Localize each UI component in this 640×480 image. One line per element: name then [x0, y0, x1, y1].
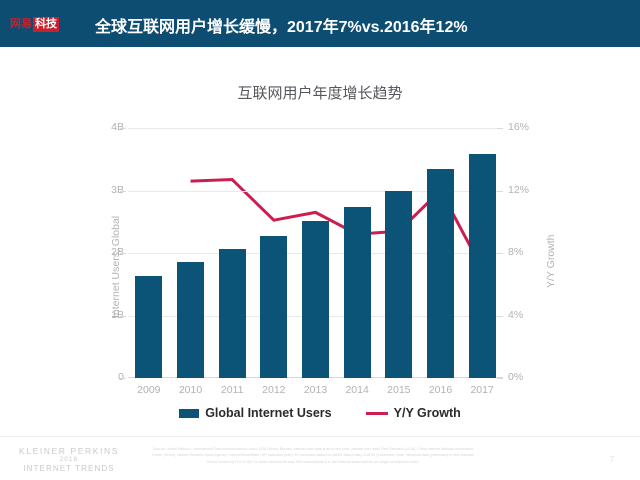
- y-axis-tick-left: 1B: [111, 308, 124, 321]
- x-axis-tick-2010: 2010: [178, 384, 203, 396]
- y-axis-label-right: Y/Y Growth: [545, 234, 557, 289]
- chart-legend: Global Internet Users Y/Y Growth: [0, 406, 640, 420]
- source-note: Source: United Nations / International T…: [151, 447, 475, 464]
- x-axis-tick-2009: 2009: [137, 384, 161, 396]
- y-axis-tick-right: 8%: [508, 246, 524, 258]
- legend-item-bars[interactable]: Global Internet Users: [179, 406, 332, 420]
- y-axis-tick-right: 12%: [508, 183, 530, 196]
- y-axis-tick-mark-left: [120, 128, 126, 129]
- kp-logo-line-3: INTERNET TRENDS: [23, 464, 115, 473]
- y-axis-label-left: Internet Users, Global: [110, 215, 122, 318]
- bar-2015[interactable]: [385, 190, 413, 378]
- x-axis-tick-2014: 2014: [345, 384, 369, 396]
- y-axis-tick-mark-right: [497, 128, 503, 129]
- y-axis-tick-right: 0%: [508, 371, 524, 383]
- x-axis-tick-2012: 2012: [262, 384, 286, 396]
- x-axis-tick-2015: 2015: [387, 384, 411, 396]
- bar-2017[interactable]: [468, 154, 496, 378]
- netease-tech-logo: 网易 科技: [10, 17, 59, 32]
- y-axis-tick-left: 4B: [111, 121, 124, 133]
- header-bar: 网易 科技 全球互联网用户增长缓慢，2017年7%vs.2016年12%: [0, 0, 640, 47]
- kleiner-perkins-logo: KLEINER PERKINS 2018 INTERNET TRENDS: [8, 446, 130, 473]
- y-axis-tick-mark-right: [497, 190, 503, 192]
- gridline: [128, 128, 503, 129]
- page-title: 全球互联网用户增长缓慢，2017年7%vs.2016年12%: [95, 19, 468, 36]
- x-axis-tick-2011: 2011: [220, 384, 244, 396]
- footer-divider: [0, 436, 640, 437]
- chart-title: 互联网用户年度增长趋势: [237, 85, 403, 102]
- bar-2011[interactable]: [218, 248, 246, 378]
- legend-swatch-bar-icon: [179, 408, 200, 418]
- legend-item-line[interactable]: Y/Y Growth: [365, 406, 461, 420]
- y-axis-tick-mark-right: [497, 315, 503, 317]
- x-axis-tick-2016: 2016: [428, 384, 453, 396]
- y-axis-tick-mark-left: [120, 315, 126, 317]
- bar-2016[interactable]: [427, 168, 454, 378]
- y-axis-tick-mark-right: [497, 253, 503, 254]
- y-axis-tick-right: 4%: [508, 308, 524, 321]
- page-number: 7: [609, 455, 615, 464]
- y-axis-tick-mark-left: [120, 190, 126, 192]
- x-axis-tick-2013: 2013: [303, 384, 328, 396]
- kp-logo-line-1: KLEINER PERKINS: [18, 446, 120, 456]
- chart-plot-area: [128, 128, 503, 378]
- bar-2014[interactable]: [343, 207, 371, 378]
- kp-logo-line-2: 2018: [59, 457, 79, 463]
- y-axis-tick-mark-left: [120, 253, 126, 254]
- logo-badge-text: 科技: [33, 17, 59, 32]
- bar-2009[interactable]: [135, 276, 163, 378]
- y-axis-tick-left: 0: [118, 371, 124, 383]
- bar-2013[interactable]: [302, 220, 329, 378]
- bar-2010[interactable]: [177, 262, 204, 378]
- y-axis-tick-mark-right: [497, 378, 503, 379]
- y-axis-tick-left: 3B: [111, 183, 124, 196]
- legend-label-line: Y/Y Growth: [393, 406, 461, 420]
- y-axis-tick-mark-left: [120, 378, 126, 379]
- bar-2012[interactable]: [260, 236, 288, 378]
- x-axis-tick-2017: 2017: [470, 384, 494, 396]
- y-axis-tick-left: 2B: [111, 246, 124, 258]
- logo-brand-text: 网易: [10, 18, 32, 30]
- legend-label-bars: Global Internet Users: [205, 406, 332, 420]
- gridline: [128, 190, 503, 192]
- legend-swatch-line-icon: [365, 411, 388, 415]
- y-axis-tick-right: 16%: [508, 121, 530, 133]
